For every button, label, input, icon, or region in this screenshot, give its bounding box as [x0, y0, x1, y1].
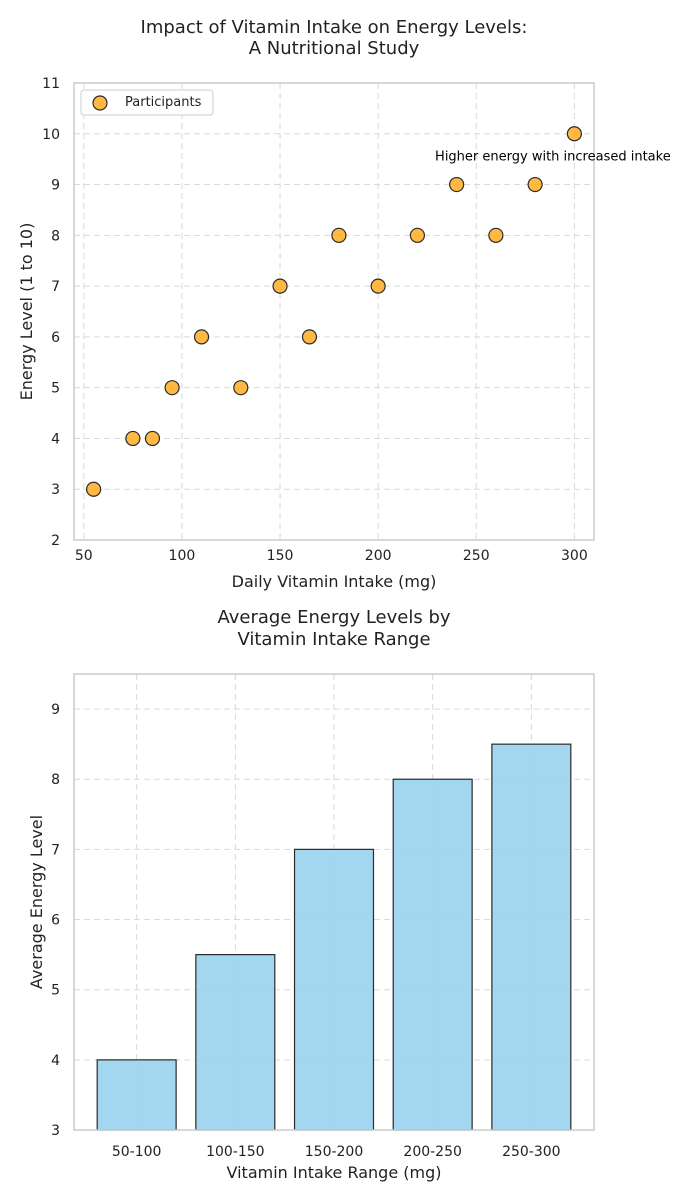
bar-y-tick-label: 6 — [51, 913, 60, 929]
scatter-point — [301, 329, 318, 345]
scatter-y-tick-label: 6 — [51, 330, 60, 346]
scatter-point — [409, 227, 425, 243]
scatter-x-tick-label: 50 — [75, 548, 93, 564]
scatter-y-tick-label: 5 — [51, 381, 60, 397]
bar-y-tick-label: 4 — [51, 1053, 60, 1069]
scatter-point — [527, 176, 543, 193]
bar-y-tick-label: 5 — [51, 983, 60, 999]
scatter-x-tick-label: 150 — [267, 548, 294, 564]
bar-y-tick-label: 7 — [51, 842, 60, 858]
scatter-y-axis-label: Energy Level (1 to 10) — [17, 223, 36, 401]
scatter-point — [193, 329, 210, 345]
scatter-point — [164, 380, 180, 396]
bar-y-tick-label: 3 — [51, 1123, 60, 1139]
bar — [293, 848, 375, 1131]
scatter-legend-box — [80, 89, 214, 116]
scatter-y-tick-label: 3 — [51, 482, 60, 498]
scatter-title-line-0: Impact of Vitamin Intake on Energy Level… — [141, 17, 528, 38]
scatter-x-tick-label: 300 — [561, 548, 588, 564]
scatter-x-tick-label: 200 — [365, 548, 392, 564]
scatter-point — [331, 227, 347, 243]
bar — [491, 743, 572, 1131]
bar-x-axis-label: Vitamin Intake Range (mg) — [227, 1163, 442, 1182]
bar-x-tick-label: 200-250 — [403, 1144, 462, 1160]
scatter-x-tick-label: 100 — [169, 548, 196, 564]
bar — [392, 778, 473, 1131]
scatter-x-tick-label: 250 — [463, 548, 490, 564]
scatter-y-tick-label: 11 — [42, 76, 60, 92]
scatter-y-tick-label: 9 — [51, 178, 60, 194]
bar-x-tick-label: 150-200 — [305, 1144, 364, 1160]
scatter-y-tick-label: 7 — [51, 279, 60, 295]
bar-x-tick-label: 50-100 — [112, 1144, 162, 1160]
scatter-point — [233, 380, 249, 396]
bar-x-tick-label: 250-300 — [502, 1144, 561, 1160]
scatter-legend-label: Participants — [125, 95, 202, 110]
bar-plot-frame — [73, 673, 595, 1131]
scatter-annotation: Higher energy with increased intake — [435, 150, 671, 165]
bar-x-tick-label: 100-150 — [206, 1144, 265, 1160]
scatter-point — [370, 278, 386, 294]
scatter-y-tick-label: 10 — [42, 127, 60, 143]
bar — [195, 954, 276, 1131]
scatter-point — [449, 176, 465, 193]
scatter-point — [566, 126, 582, 142]
bar-y-tick-label: 9 — [51, 702, 60, 718]
scatter-plot-frame — [73, 82, 595, 541]
scatter-point — [144, 430, 161, 447]
scatter-legend-marker — [92, 95, 108, 111]
bar-title-line-1: Vitamin Intake Range — [237, 629, 430, 650]
scatter-x-axis-label: Daily Vitamin Intake (mg) — [232, 572, 437, 591]
bar — [96, 1059, 177, 1131]
scatter-y-tick-label: 2 — [51, 533, 60, 549]
scatter-point — [488, 227, 504, 243]
bar-y-tick-label: 8 — [51, 772, 60, 788]
scatter-point — [86, 481, 102, 497]
scatter-point — [125, 430, 141, 447]
bar-title-line-0: Average Energy Levels by — [217, 607, 450, 628]
scatter-point — [272, 278, 288, 294]
scatter-y-tick-label: 4 — [51, 431, 60, 447]
bar-y-axis-label: Average Energy Level — [27, 815, 46, 989]
scatter-y-tick-label: 8 — [51, 228, 60, 244]
scatter-title-line-1: A Nutritional Study — [249, 38, 420, 59]
